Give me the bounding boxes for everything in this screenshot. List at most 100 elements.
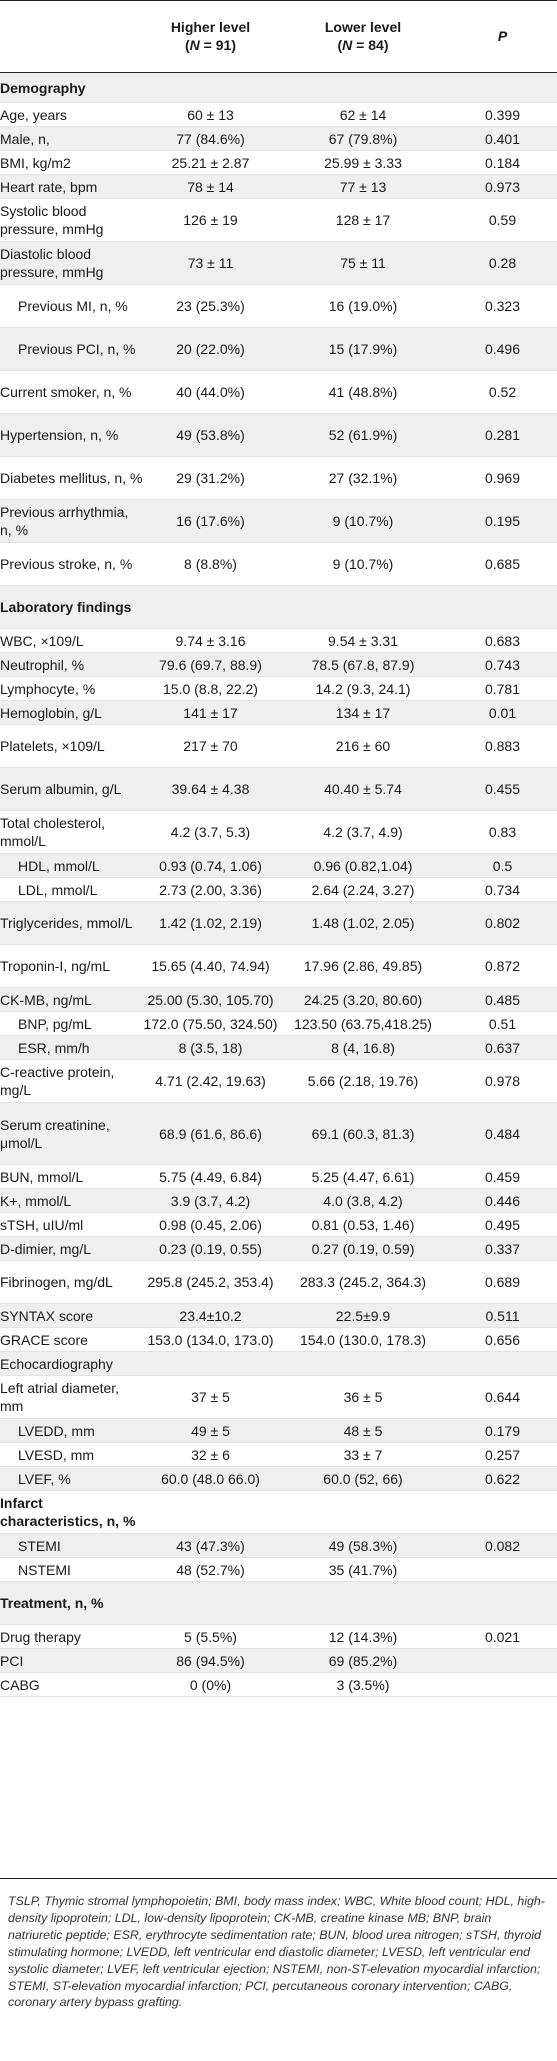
p-value: 0.511 [448, 1303, 557, 1328]
lower-level-value: 14.2 (9.3, 24.1) [278, 676, 448, 701]
table-row: Male, n, 77 (84.6%) 67 (79.8%) 0.401 [0, 126, 557, 151]
header-lower-level: Lower level (N = 84) [278, 0, 448, 73]
table-row: Troponin-I, ng/mL 15.65 (4.40, 74.94) 17.9… [0, 944, 557, 988]
table-row: K+, mmol/L 3.9 (3.7, 4.2) 4.0 (3.8, 4.2) 0.… [0, 1188, 557, 1213]
lower-level-value: 22.5±9.9 [278, 1303, 448, 1328]
higher-level-value: 68.9 (61.6, 86.6) [143, 1102, 278, 1165]
higher-level-value: 141 ± 17 [143, 700, 278, 725]
lower-level-value: 24.25 (3.20, 80.60) [278, 987, 448, 1012]
p-value: 0.399 [448, 102, 557, 127]
section-label: Treatment, n, % [0, 1581, 143, 1625]
higher-level-value: 3.9 (3.7, 4.2) [143, 1188, 278, 1213]
table-row: Systolic blood pressure, mmHg 126 ± 19 128… [0, 198, 557, 242]
higher-level-value: 5 (5.5%) [143, 1624, 278, 1649]
table-row: NSTEMI 48 (52.7%) 35 (41.7%) [0, 1557, 557, 1582]
lower-level-value: 123.50 (63.75,418.25) [278, 1011, 448, 1036]
p-value [448, 1672, 557, 1697]
row-label: Serum albumin, g/L [0, 767, 143, 811]
higher-level-value: 172.0 (75.50, 324.50) [143, 1011, 278, 1036]
table-row: Current smoker, n, % 40 (44.0%) 41 (48.8%)… [0, 370, 557, 414]
higher-level-value: 39.64 ± 4.38 [143, 767, 278, 811]
lower-level-value: 69 (85.2%) [278, 1648, 448, 1673]
row-label: Systolic blood pressure, mmHg [0, 198, 143, 242]
p-value: 0.83 [448, 810, 557, 854]
header-lower-n: (N = 84) [337, 37, 389, 53]
lower-level-value: 9 (10.7%) [278, 499, 448, 543]
lower-level-value: 9 (10.7%) [278, 542, 448, 586]
lower-level-value: 27 (32.1%) [278, 456, 448, 500]
p-value: 0.082 [448, 1533, 557, 1558]
table-row: BUN, mmol/L 5.75 (4.49, 6.84) 5.25 (4.47, … [0, 1164, 557, 1189]
higher-level-value: 40 (44.0%) [143, 370, 278, 414]
higher-level-value: 4.71 (2.42, 19.63) [143, 1059, 278, 1103]
p-value: 0.495 [448, 1212, 557, 1237]
lower-level-value: 0.81 (0.53, 1.46) [278, 1212, 448, 1237]
section-row: Demography [0, 72, 557, 103]
p-value: 0.622 [448, 1466, 557, 1491]
empty-cell [448, 1490, 557, 1534]
higher-level-value: 32 ± 6 [143, 1442, 278, 1467]
p-value: 0.281 [448, 413, 557, 457]
table-row: LVEF, % 60.0 (48.0 66.0) 60.0 (52, 66) 0.62… [0, 1466, 557, 1491]
p-value: 0.973 [448, 174, 557, 199]
n-symbol: N [342, 37, 353, 53]
p-value: 0.195 [448, 499, 557, 543]
lower-level-value: 67 (79.8%) [278, 126, 448, 151]
row-label: Lymphocyte, % [0, 676, 143, 701]
p-value: 0.485 [448, 987, 557, 1012]
p-value: 0.802 [448, 901, 557, 945]
empty-cell [448, 1581, 557, 1625]
higher-level-value: 0 (0%) [143, 1672, 278, 1697]
row-label: Heart rate, bpm [0, 174, 143, 199]
table-row: LDL, mmol/L 2.73 (2.00, 3.36) 2.64 (2.24, … [0, 877, 557, 902]
row-label: Neutrophil, % [0, 652, 143, 677]
row-label: ESR, mm/h [0, 1035, 143, 1060]
table-row: HDL, mmol/L 0.93 (0.74, 1.06) 0.96 (0.82,1… [0, 853, 557, 878]
higher-level-value: 0.23 (0.19, 0.55) [143, 1236, 278, 1261]
table-row: SYNTAX score 23.4±10.2 22.5±9.9 0.511 [0, 1303, 557, 1328]
row-label: C-reactive protein, mg/L [0, 1059, 143, 1103]
lower-level-value: 62 ± 14 [278, 102, 448, 127]
row-label: Serum creatinine, μmol/L [0, 1102, 143, 1165]
section-row: Laboratory findings [0, 585, 557, 629]
table-row: C-reactive protein, mg/L 4.71 (2.42, 19.6… [0, 1059, 557, 1103]
lower-level-value: 128 ± 17 [278, 198, 448, 242]
empty-cell [278, 1490, 448, 1534]
p-value: 0.781 [448, 676, 557, 701]
row-label: Troponin-I, ng/mL [0, 944, 143, 988]
higher-level-value: 43 (47.3%) [143, 1533, 278, 1558]
empty-cell [278, 585, 448, 629]
p-value [448, 1351, 557, 1376]
table-row: Previous stroke, n, % 8 (8.8%) 9 (10.7%) 0.… [0, 542, 557, 586]
higher-level-value: 25.00 (5.30, 105.70) [143, 987, 278, 1012]
row-label: HDL, mmol/L [0, 853, 143, 878]
p-value [448, 1648, 557, 1673]
empty-cell [143, 72, 278, 103]
lower-level-value: 17.96 (2.86, 49.85) [278, 944, 448, 988]
table-top-rule [0, 0, 557, 1]
table-body: Demography Age, years 60 ± 13 62 ± 14 0.399 M… [0, 72, 557, 1697]
table-row: Heart rate, bpm 78 ± 14 77 ± 13 0.973 [0, 174, 557, 199]
empty-cell [143, 585, 278, 629]
table-header-row: Higher level (N = 91) Lower level (N = 84)… [0, 0, 557, 73]
table-row: D-dimier, mg/L 0.23 (0.19, 0.55) 0.27 (0.1… [0, 1236, 557, 1261]
p-value: 0.978 [448, 1059, 557, 1103]
table-row: Fibrinogen, mg/dL 295.8 (245.2, 353.4) 283… [0, 1260, 557, 1304]
higher-level-value: 86 (94.5%) [143, 1648, 278, 1673]
higher-level-value: 0.98 (0.45, 2.06) [143, 1212, 278, 1237]
table-row: STEMI 43 (47.3%) 49 (58.3%) 0.082 [0, 1533, 557, 1558]
row-label: Previous stroke, n, % [0, 542, 143, 586]
higher-level-value: 4.2 (3.7, 5.3) [143, 810, 278, 854]
section-label: Laboratory findings [0, 585, 143, 629]
p-value [448, 1557, 557, 1582]
lower-level-value: 16 (19.0%) [278, 284, 448, 328]
table-row: Hypertension, n, % 49 (53.8%) 52 (61.9%) 0.… [0, 413, 557, 457]
p-value: 0.644 [448, 1375, 557, 1419]
table-row: LVEDD, mm 49 ± 5 48 ± 5 0.179 [0, 1418, 557, 1443]
lower-level-value: 4.0 (3.8, 4.2) [278, 1188, 448, 1213]
table-row: BNP, pg/mL 172.0 (75.50, 324.50) 123.50 (6… [0, 1011, 557, 1036]
p-value: 0.59 [448, 198, 557, 242]
row-label: Age, years [0, 102, 143, 127]
table-row: sTSH, uIU/ml 0.98 (0.45, 2.06) 0.81 (0.53,… [0, 1212, 557, 1237]
table-row: Diabetes mellitus, n, % 29 (31.2%) 27 (32.… [0, 456, 557, 500]
